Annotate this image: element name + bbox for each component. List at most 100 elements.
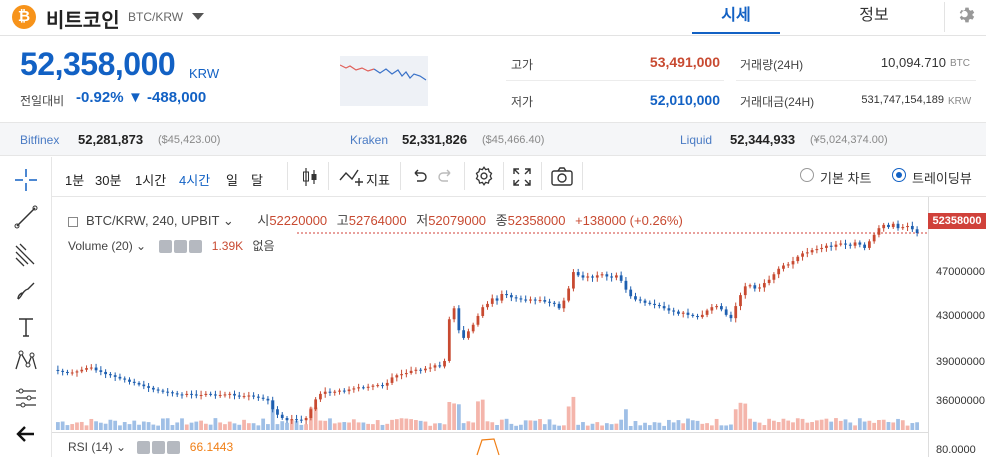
chevron-down-icon[interactable]: ⌄ <box>222 213 234 228</box>
candle-body <box>820 247 824 250</box>
candle-body <box>362 387 365 389</box>
tab-sise[interactable]: 시세 <box>692 0 780 34</box>
candle-body <box>357 387 361 389</box>
interval-1m[interactable]: 1분 <box>65 173 85 188</box>
volume-bar <box>414 420 418 430</box>
brush-icon[interactable] <box>12 277 40 305</box>
candle-body <box>858 242 862 245</box>
candle-body <box>877 228 881 235</box>
volume-bar <box>695 420 700 430</box>
price-chart[interactable] <box>52 197 928 457</box>
eye-icon[interactable] <box>137 441 151 455</box>
change-label: 전일대비 <box>20 94 65 108</box>
crosshair-icon[interactable] <box>12 166 40 194</box>
current-price: 52,358,000 <box>20 46 176 82</box>
volume-bar <box>624 409 628 430</box>
volume-bar <box>113 420 118 430</box>
chevron-down-icon[interactable] <box>192 13 204 20</box>
candle-body <box>782 265 785 269</box>
interval-month[interactable]: 달 <box>251 173 263 188</box>
interval-1h[interactable]: 1시간 <box>135 173 167 188</box>
candle-body <box>887 224 890 228</box>
volume-bar <box>709 425 714 430</box>
undo-icon[interactable] <box>410 168 428 186</box>
chevron-down-icon[interactable]: ⌄ <box>136 239 147 253</box>
divider <box>328 162 329 190</box>
candle-body <box>447 319 451 361</box>
chart-settings-icon[interactable] <box>473 165 495 187</box>
last-price-tag: 52358000 <box>928 213 986 229</box>
text-tool-icon[interactable] <box>12 313 40 341</box>
volume-bar <box>328 418 332 430</box>
candle-body <box>132 381 136 383</box>
candle-body <box>323 391 327 394</box>
volume-bar <box>566 406 571 430</box>
volume-bar <box>838 420 843 430</box>
close-icon[interactable] <box>189 240 203 254</box>
volume-bar <box>896 418 900 430</box>
measure-icon[interactable] <box>12 384 40 412</box>
divider <box>541 162 542 190</box>
back-arrow-icon[interactable] <box>12 420 40 448</box>
exchange-name: Liquid <box>680 133 713 147</box>
candle-body <box>142 384 146 387</box>
volume-bar <box>203 423 208 430</box>
candle-body <box>567 288 571 301</box>
interval-day[interactable]: 일 <box>226 173 238 188</box>
volume-bar <box>98 422 103 430</box>
divider <box>464 162 465 190</box>
trading-view-radio[interactable] <box>892 168 906 182</box>
gear-icon[interactable] <box>152 441 166 455</box>
volume-bar <box>738 402 743 430</box>
candle-body <box>791 261 795 265</box>
chevron-down-icon[interactable]: ⌄ <box>116 440 127 454</box>
volume-bar <box>686 418 690 430</box>
volume-bar <box>757 422 762 430</box>
candle-body <box>252 395 255 397</box>
candle-body <box>261 397 265 399</box>
indicator-icon[interactable] <box>338 166 364 188</box>
candle-type-icon[interactable] <box>300 166 320 188</box>
candle-body <box>581 275 585 278</box>
volume-bar <box>791 422 795 430</box>
interval-4h[interactable]: 4시간 <box>179 173 211 188</box>
interval-30m[interactable]: 30분 <box>95 173 122 188</box>
candle-body <box>548 301 551 303</box>
volume-bar <box>137 424 141 430</box>
basic-chart-radio[interactable] <box>800 168 814 182</box>
close-icon[interactable] <box>167 441 181 455</box>
volume-bar <box>542 424 547 430</box>
gear-icon[interactable] <box>174 240 188 254</box>
volume-bar <box>461 423 466 430</box>
volume-bar <box>490 422 495 430</box>
coin-pair: BTC/KRW <box>128 10 184 24</box>
candle-body <box>734 306 738 319</box>
pattern-icon[interactable] <box>12 347 40 375</box>
indicator-button[interactable]: 지표 <box>366 173 390 188</box>
tab-info[interactable]: 정보 <box>859 7 889 24</box>
volume-bar <box>547 419 552 430</box>
fullscreen-icon[interactable] <box>512 167 532 187</box>
candle-body <box>175 393 179 395</box>
camera-icon[interactable] <box>550 166 574 188</box>
candle-body <box>758 287 761 289</box>
volume-bar <box>733 409 738 430</box>
pitchfork-icon[interactable] <box>12 240 40 268</box>
redo-icon[interactable] <box>437 168 455 186</box>
candle-body <box>853 242 857 246</box>
volume-bar <box>118 425 122 430</box>
trend-line-icon[interactable] <box>12 203 40 231</box>
y-tick: 43000000 <box>936 310 985 322</box>
collapse-icon[interactable] <box>68 216 78 227</box>
volume-24h-value: 10,094.710 <box>880 55 946 70</box>
candle-body <box>552 302 556 304</box>
basic-chart-label[interactable]: 기본 차트 <box>820 171 872 186</box>
eye-icon[interactable] <box>159 240 173 254</box>
candle-body <box>891 223 895 228</box>
trading-view-label[interactable]: 트레이딩뷰 <box>912 171 972 186</box>
candle-body <box>576 272 580 276</box>
price-axis[interactable] <box>928 197 986 457</box>
gear-icon[interactable] <box>956 4 978 26</box>
high-label: 고가 <box>511 58 534 72</box>
change-amount: ▼ -488,000 <box>128 89 207 106</box>
